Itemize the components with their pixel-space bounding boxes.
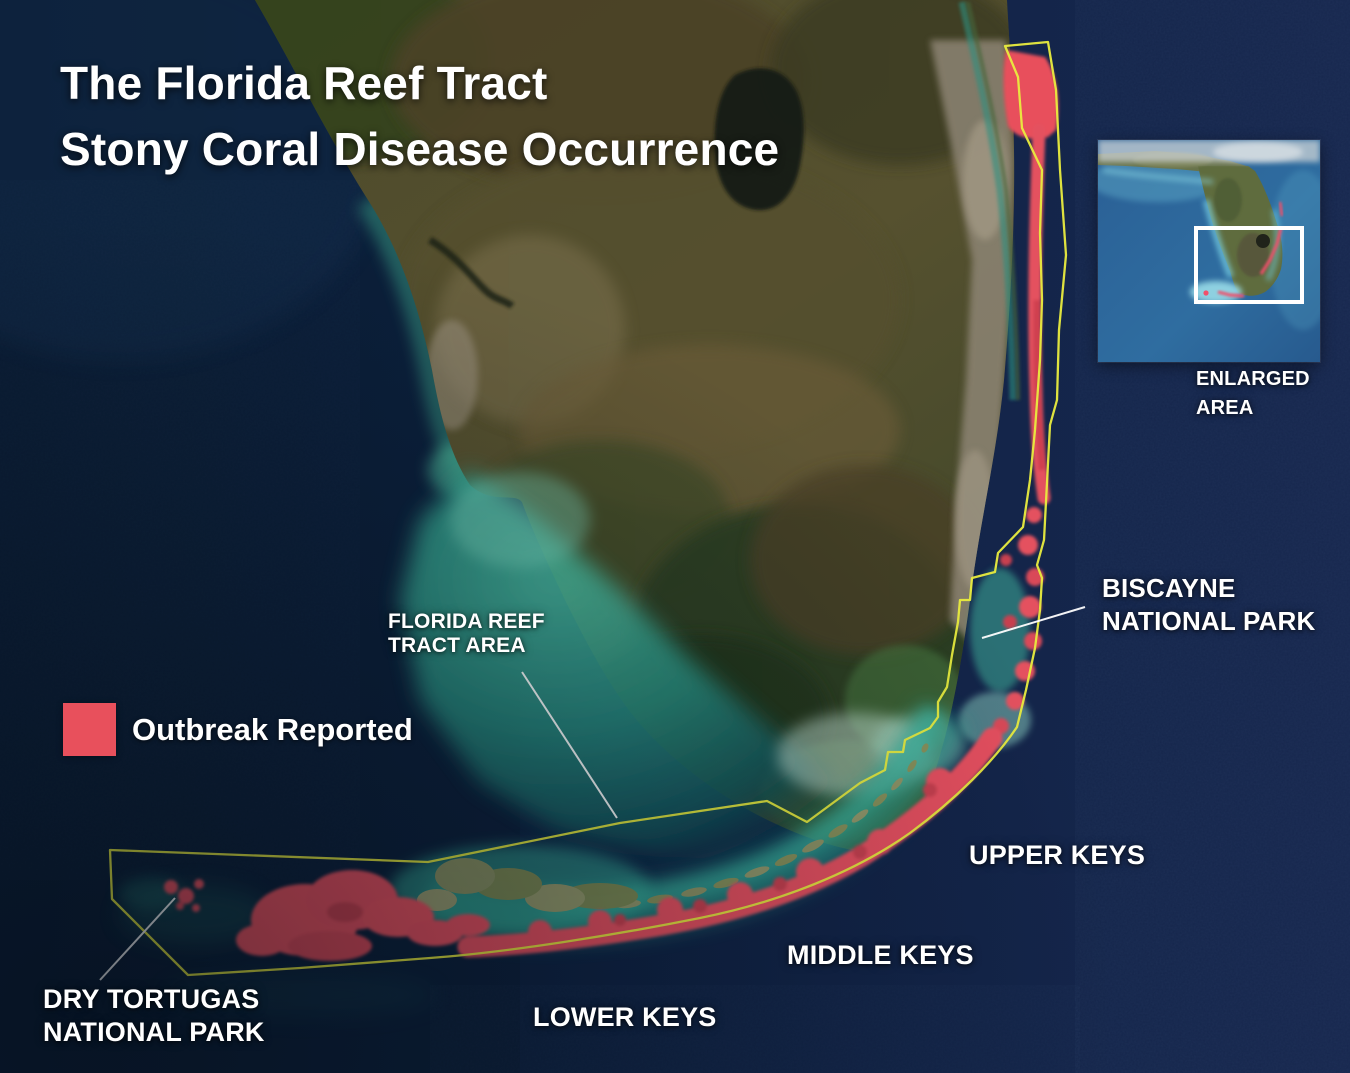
label-biscayne-national-park: BISCAYNE NATIONAL PARK [1102,572,1315,638]
label-florida-reef-tract-area: FLORIDA REEF TRACT AREA [388,610,545,658]
reef-tract-label-line2: TRACT AREA [388,634,526,657]
enlarged-area-line2: AREA [1196,397,1254,419]
legend: Outbreak Reported [63,703,413,756]
label-dry-tortugas-national-park: DRY TORTUGAS NATIONAL PARK [43,983,265,1049]
dry-tortugas-label-line2: NATIONAL PARK [43,1017,265,1047]
reef-tract-label-line1: FLORIDA REEF [388,610,545,633]
label-enlarged-area: ENLARGED AREA [1196,365,1310,423]
inset-map [1098,140,1320,362]
title-line-1: The Florida Reef Tract [60,57,548,109]
enlarged-area-rectangle [1194,226,1304,304]
outbreak-color-swatch [63,703,116,756]
biscayne-label-line2: NATIONAL PARK [1102,606,1316,636]
inset-outbreak-marks [1203,201,1284,298]
dry-tortugas-label-line1: DRY TORTUGAS [43,984,260,1014]
legend-label: Outbreak Reported [132,711,413,747]
inset-lake-okeechobee [1256,234,1270,248]
label-middle-keys: MIDDLE KEYS [787,940,974,970]
label-lower-keys: LOWER KEYS [533,1002,717,1032]
inset-map-canvas [1098,140,1320,362]
label-upper-keys: UPPER KEYS [969,840,1146,870]
page-title: The Florida Reef Tract Stony Coral Disea… [60,50,779,182]
title-line-2: Stony Coral Disease Occurrence [60,123,780,175]
biscayne-label-line1: BISCAYNE [1102,573,1236,603]
enlarged-area-line1: ENLARGED [1196,368,1310,390]
